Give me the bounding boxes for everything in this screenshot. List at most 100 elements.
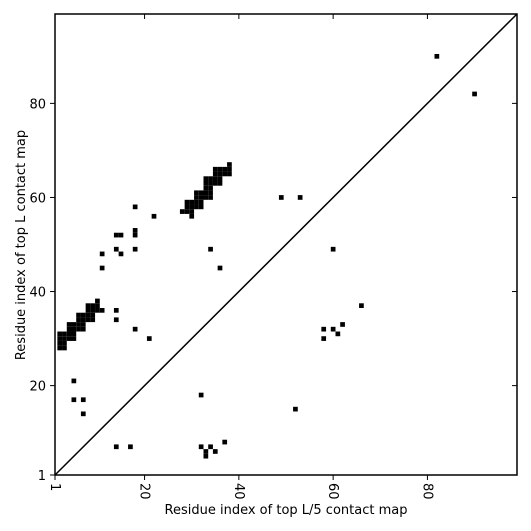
contact-point (62, 345, 67, 351)
contact-point (194, 204, 199, 210)
contact-point (113, 317, 119, 323)
contact-point (132, 246, 138, 252)
contact-point (118, 232, 124, 238)
contact-point (80, 322, 86, 327)
contact-point (198, 195, 204, 200)
contact-point (217, 180, 223, 186)
y-tick-label: 60 (29, 191, 46, 206)
contact-point (330, 246, 336, 252)
contact-point (80, 312, 86, 318)
contact-point (184, 209, 190, 214)
contact-point (113, 444, 119, 450)
contact-point (208, 185, 213, 191)
contact-point (321, 326, 327, 332)
contact-point (208, 176, 213, 181)
contact-point (217, 176, 223, 181)
contact-point (198, 204, 204, 210)
contact-point (71, 326, 77, 332)
contact-point (208, 195, 213, 200)
contact-point (90, 312, 96, 318)
contact-point (146, 336, 152, 341)
contact-point (132, 232, 138, 238)
contact-point (203, 190, 209, 196)
contact-point (203, 453, 209, 459)
contact-point (212, 449, 218, 454)
contact-point (472, 91, 477, 97)
contact-point (359, 303, 364, 308)
contact-point (66, 336, 72, 341)
contact-point (340, 322, 345, 327)
contact-point (66, 331, 72, 337)
contact-point (217, 265, 223, 271)
contact-point (76, 326, 81, 332)
contact-point (189, 199, 195, 205)
contact-point (113, 246, 119, 252)
contact-point (85, 308, 91, 313)
contact-point (151, 213, 157, 219)
contact-point (222, 171, 228, 177)
contact-point (179, 209, 185, 214)
contact-point (85, 303, 91, 308)
contact-point (217, 171, 223, 177)
contact-point (227, 162, 232, 167)
x-tick-label: 1 (47, 483, 62, 491)
contact-point (321, 336, 327, 341)
contact-point (85, 312, 91, 318)
contact-point (57, 340, 63, 346)
contact-point (184, 199, 190, 205)
contact-point (184, 204, 190, 210)
contact-point (335, 331, 341, 337)
contact-point (212, 176, 218, 181)
contact-point (434, 53, 440, 59)
contact-point (203, 449, 209, 454)
contact-point (80, 317, 86, 323)
contact-point (198, 392, 204, 398)
contact-point (76, 317, 81, 323)
contact-point (208, 180, 213, 186)
contact-point (222, 439, 228, 445)
contact-point (203, 176, 209, 181)
contact-point (198, 444, 204, 450)
contact-point (99, 251, 105, 257)
contact-point (99, 308, 105, 313)
contact-point (90, 317, 96, 323)
contact-point (132, 326, 138, 332)
contact-point (203, 180, 209, 186)
x-tick-label: 60 (325, 483, 340, 500)
contact-point (212, 171, 218, 177)
contact-point (227, 171, 232, 177)
y-tick-label: 80 (29, 97, 46, 112)
contact-point (113, 308, 119, 313)
contact-point (95, 303, 100, 308)
contact-point (297, 195, 303, 200)
y-tick-label: 1 (38, 469, 46, 484)
contact-point (57, 331, 63, 337)
y-tick-label: 20 (29, 380, 46, 395)
contact-point (227, 166, 232, 172)
contact-point (330, 326, 336, 332)
contact-point (189, 213, 195, 219)
y-tick-label: 40 (29, 286, 46, 301)
contact-point (189, 204, 195, 210)
x-tick-label: 40 (231, 483, 246, 500)
contact-point (194, 190, 199, 196)
contact-point (80, 326, 86, 332)
contact-point (132, 204, 138, 210)
contact-point (118, 251, 124, 257)
contact-point (76, 312, 81, 318)
contact-point (71, 331, 77, 337)
contact-point (278, 195, 284, 200)
contact-point (212, 180, 218, 186)
diagonal-line (54, 13, 518, 476)
contact-point (128, 444, 133, 450)
contact-point (293, 406, 298, 412)
contact-point (90, 303, 96, 308)
contact-point (198, 199, 204, 205)
contact-point (222, 166, 228, 172)
contact-point (57, 336, 63, 341)
contact-point (198, 190, 204, 196)
x-tick-label: 80 (419, 483, 434, 500)
y-axis-label: Residue index of top L contact map (14, 130, 29, 360)
contact-point (99, 265, 105, 271)
